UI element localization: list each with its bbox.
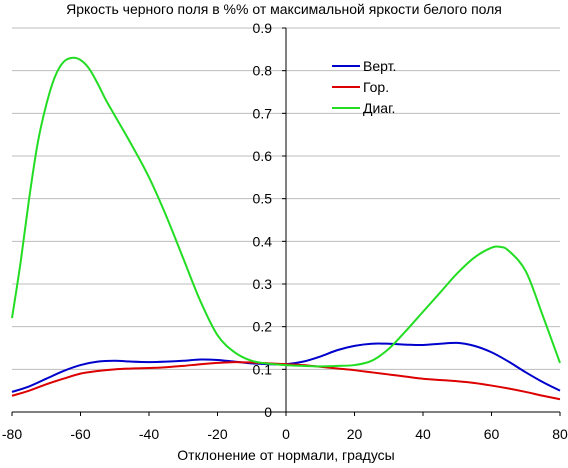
y-tick-label: 0.4: [253, 233, 273, 249]
y-tick-labels: 0 0.1 0.2 0.3 0.4 0.5 0.6 0.7 0.8 0.9: [253, 20, 273, 420]
x-tick-label: 20: [347, 426, 363, 442]
x-tick-label: -60: [70, 426, 90, 442]
y-tick-label: 0.9: [253, 20, 273, 36]
x-tick-label: 40: [415, 426, 431, 442]
y-tick-label: 0.8: [253, 63, 273, 79]
y-tick-label: 0.3: [253, 276, 273, 292]
series-lines: [11, 56, 561, 401]
x-tick-label: -80: [2, 426, 22, 442]
legend-label: Гор.: [363, 79, 389, 95]
y-tick-label: 0.1: [253, 361, 273, 377]
x-tick-label: -20: [207, 426, 227, 442]
x-tick-labels: -80 -60 -40 -20 0 20 40 60 80: [2, 426, 568, 442]
axes: [11, 27, 561, 416]
x-tick-label: 80: [552, 426, 568, 442]
x-tick-label: 0: [282, 426, 290, 442]
x-axis-label: Отклонение от нормали, градусы: [177, 447, 394, 463]
legend: Верт. Гор. Диаг.: [332, 58, 396, 116]
series-line: [11, 56, 561, 368]
x-tick-label: 60: [484, 426, 500, 442]
x-tick-label: -40: [139, 426, 159, 442]
y-tick-label: 0: [264, 404, 272, 420]
legend-label: Верт.: [363, 58, 396, 74]
y-tick-label: 0.5: [253, 191, 273, 207]
y-tick-label: 0.6: [253, 148, 273, 164]
y-tick-label: 0.2: [253, 319, 273, 335]
legend-label: Диаг.: [363, 100, 395, 116]
chart-title: Яркость черного поля в %% от максимально…: [66, 1, 502, 17]
y-tick-label: 0.7: [253, 105, 273, 121]
